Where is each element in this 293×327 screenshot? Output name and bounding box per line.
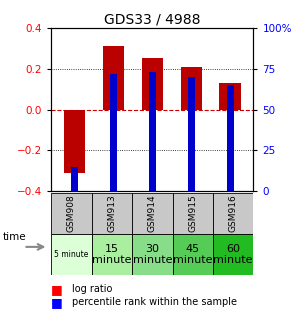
Text: GSM914: GSM914 <box>148 195 157 232</box>
Bar <box>149 72 156 191</box>
Text: GSM908: GSM908 <box>67 195 76 232</box>
Text: GSM916: GSM916 <box>229 195 238 232</box>
Text: percentile rank within the sample: percentile rank within the sample <box>72 298 237 307</box>
Title: GDS33 / 4988: GDS33 / 4988 <box>104 13 201 26</box>
Bar <box>142 59 163 110</box>
Bar <box>71 167 78 191</box>
Bar <box>213 193 253 234</box>
Text: 30
minute: 30 minute <box>133 244 172 265</box>
Text: 15
minute: 15 minute <box>92 244 132 265</box>
Bar <box>188 77 195 191</box>
Bar <box>51 234 92 275</box>
Text: 5 minute: 5 minute <box>54 250 89 259</box>
Text: 60
minute: 60 minute <box>214 244 253 265</box>
Bar <box>132 234 173 275</box>
Bar <box>51 193 92 234</box>
Bar <box>64 110 85 173</box>
Text: 45
minute: 45 minute <box>173 244 212 265</box>
Bar <box>132 193 173 234</box>
Bar <box>213 234 253 275</box>
Text: ■: ■ <box>51 296 63 309</box>
Text: GSM915: GSM915 <box>188 195 197 232</box>
Bar <box>110 74 117 191</box>
Bar <box>103 46 124 110</box>
Bar <box>173 234 213 275</box>
Bar <box>219 83 241 110</box>
Bar <box>92 234 132 275</box>
Text: GSM913: GSM913 <box>108 195 116 232</box>
Text: time: time <box>3 232 27 242</box>
Text: log ratio: log ratio <box>72 284 112 294</box>
Bar <box>226 85 234 191</box>
Bar <box>173 193 213 234</box>
Bar <box>180 67 202 110</box>
Text: ■: ■ <box>51 283 63 296</box>
Bar <box>92 193 132 234</box>
